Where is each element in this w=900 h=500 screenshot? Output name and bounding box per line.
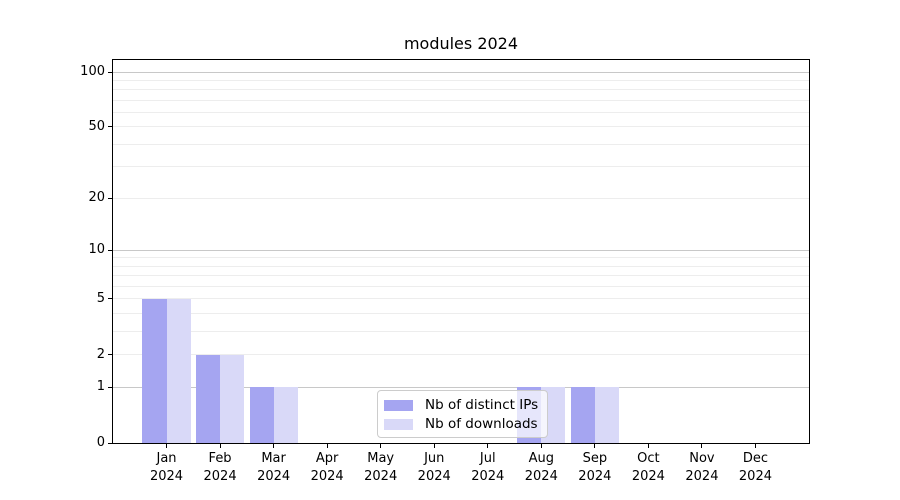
- legend: Nb of distinct IPs Nb of downloads: [377, 390, 549, 438]
- x-tick-label-jul: Jul 2024: [471, 451, 505, 484]
- legend-item: Nb of downloads: [384, 415, 538, 434]
- bar-distinct-ips-mar: [249, 387, 274, 443]
- x-tick: [701, 443, 703, 448]
- gridline-minor: [113, 197, 809, 199]
- x-tick-label-apr: Apr 2024: [310, 451, 344, 484]
- y-tick: [108, 386, 113, 388]
- bar-distinct-ips-feb: [195, 354, 221, 443]
- gridline-minor: [113, 79, 809, 81]
- bar-distinct-ips-jan: [142, 298, 167, 443]
- y-tick: [108, 71, 113, 73]
- legend-swatch-downloads: [384, 419, 413, 430]
- gridline-major: [113, 386, 809, 388]
- x-tick-label-jun: Jun 2024: [417, 451, 451, 484]
- x-tick-label-oct: Oct 2024: [631, 451, 665, 484]
- y-tick: [108, 126, 113, 128]
- x-tick: [433, 443, 435, 448]
- y-tick-label: 2: [96, 346, 105, 362]
- gridline-minor: [113, 354, 809, 356]
- gridline-minor: [113, 89, 809, 91]
- x-tick-label-may: May 2024: [364, 451, 398, 484]
- legend-item: Nb of distinct IPs: [384, 396, 538, 415]
- y-tick: [108, 298, 113, 300]
- y-tick: [108, 197, 113, 199]
- plot-area: [112, 59, 810, 444]
- x-tick: [166, 443, 168, 448]
- gridline-major: [113, 249, 809, 251]
- y-tick: [108, 442, 113, 444]
- bar-downloads-sep: [594, 387, 619, 443]
- x-tick-label-mar: Mar 2024: [257, 451, 291, 484]
- gridline-minor: [113, 166, 809, 168]
- y-tick: [108, 249, 113, 251]
- y-tick: [108, 354, 113, 356]
- bar-downloads-mar: [273, 387, 298, 443]
- gridline-minor: [113, 257, 809, 259]
- x-tick: [647, 443, 649, 448]
- x-tick-label-dec: Dec 2024: [738, 451, 772, 484]
- x-tick: [594, 443, 596, 448]
- x-tick-label-feb: Feb 2024: [203, 451, 237, 484]
- y-tick-label: 0: [96, 435, 105, 450]
- x-tick-label-jan: Jan 2024: [149, 451, 184, 484]
- gridline-minor: [113, 313, 809, 315]
- y-tick-label: 100: [80, 64, 105, 79]
- x-tick: [273, 443, 275, 448]
- y-tick-label: 10: [88, 242, 105, 258]
- gridline-minor: [113, 99, 809, 101]
- legend-swatch-distinct-ips: [384, 400, 413, 411]
- x-tick: [326, 443, 328, 448]
- gridline-major: [113, 71, 809, 73]
- x-tick-label-aug: Aug 2024: [524, 451, 558, 484]
- gridline-minor: [113, 143, 809, 145]
- gridline-minor: [113, 286, 809, 288]
- x-tick-label-sep: Sep 2024: [578, 451, 612, 484]
- y-tick-label: 20: [88, 190, 105, 206]
- legend-label: Nb of distinct IPs: [425, 397, 539, 413]
- x-tick: [540, 443, 542, 448]
- y-tick-label: 50: [88, 118, 105, 134]
- gridline-minor: [113, 112, 809, 114]
- chart-title: modules 2024: [403, 34, 519, 53]
- x-tick: [219, 443, 221, 448]
- gridline-minor: [113, 331, 809, 333]
- bar-distinct-ips-sep: [570, 387, 595, 443]
- x-tick: [380, 443, 382, 448]
- gridline-minor: [113, 265, 809, 267]
- legend-label: Nb of downloads: [425, 416, 538, 432]
- x-tick: [754, 443, 756, 448]
- gridline-minor: [113, 126, 809, 128]
- gridline-minor: [113, 275, 809, 277]
- bar-downloads-jan: [166, 298, 191, 443]
- bar-downloads-feb: [220, 354, 245, 443]
- x-tick: [487, 443, 489, 448]
- y-tick-label: 5: [96, 290, 105, 306]
- x-tick-label-nov: Nov 2024: [685, 451, 719, 484]
- gridline-minor: [113, 298, 809, 300]
- y-tick-label: 1: [96, 379, 105, 395]
